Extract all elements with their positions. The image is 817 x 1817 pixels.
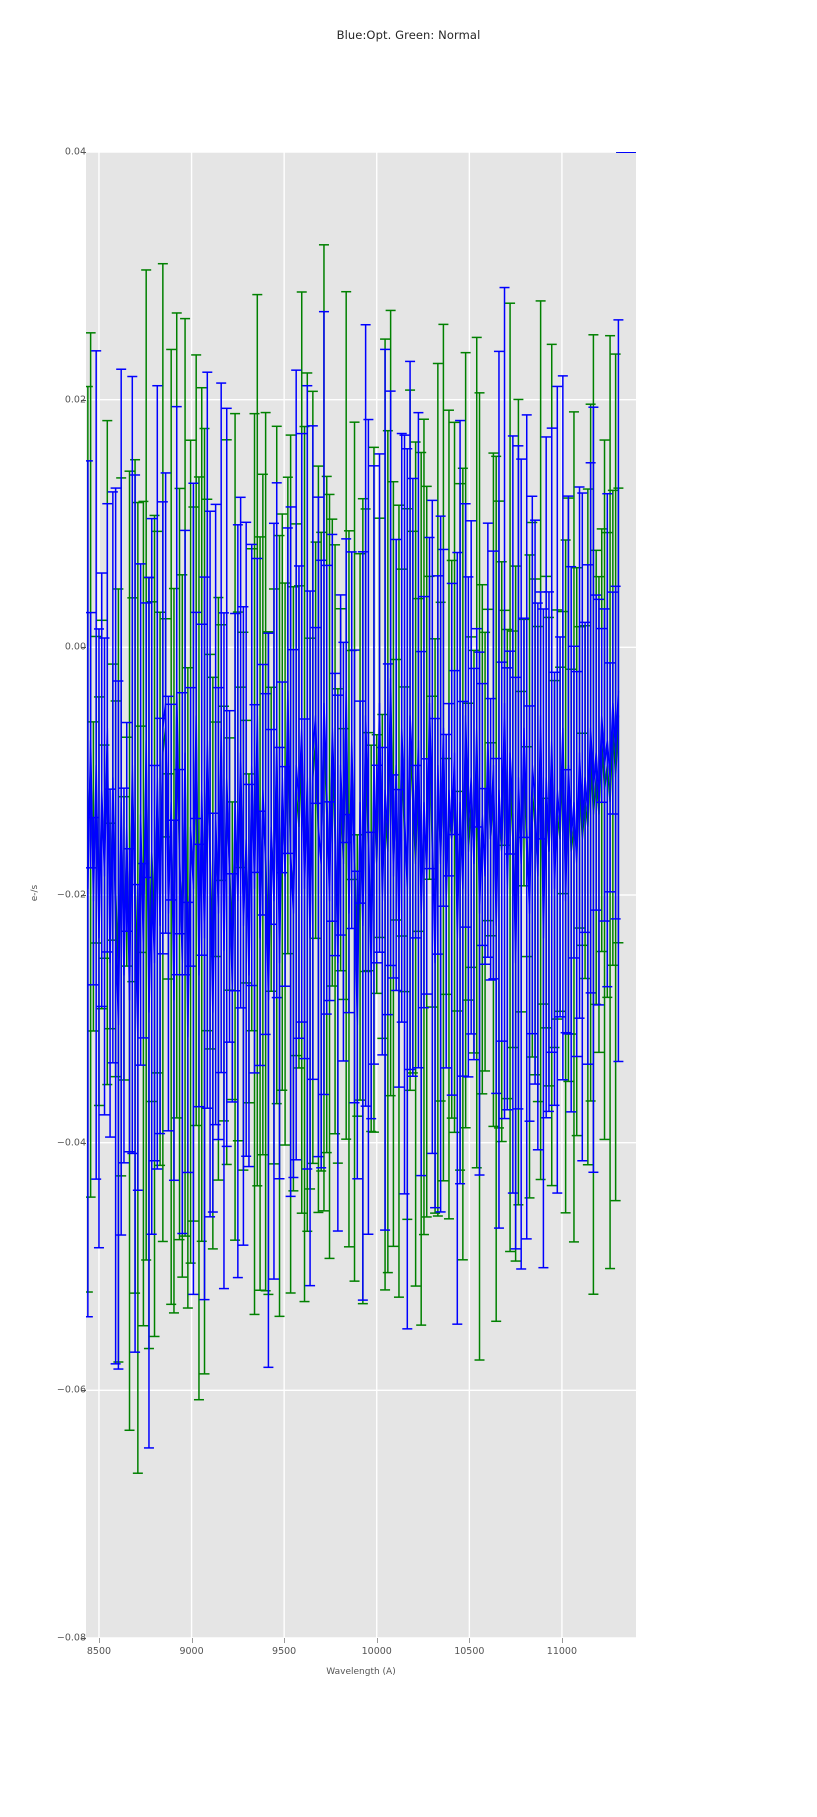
y-tick-mark — [81, 399, 86, 401]
y-tick-label: 0.04 — [64, 146, 86, 158]
y-tick-mark — [81, 152, 86, 153]
y-axis-ticks: 0.04 0.02 0.00 −0.02 −0.04 −0.06 −0.08 — [20, 0, 86, 1817]
x-tick-label: 9000 — [179, 1646, 204, 1657]
x-tick-mark — [561, 1638, 563, 1643]
y-tick-label: −0.04 — [56, 1137, 86, 1149]
plot-svg — [86, 152, 636, 1638]
x-axis-label: Wavelength (A) — [326, 1667, 396, 1677]
y-tick-label: 0.02 — [64, 394, 86, 406]
y-axis-label: e-/s — [30, 884, 40, 902]
x-tick-label: 9500 — [272, 1646, 297, 1657]
x-tick-label: 8500 — [86, 1646, 112, 1657]
page-title: Blue:Opt. Green: Normal — [336, 28, 481, 42]
x-tick-mark — [376, 1638, 378, 1643]
y-tick-mark — [81, 895, 86, 896]
x-tick-label: 11000 — [546, 1646, 578, 1657]
x-tick-label: 10500 — [454, 1646, 485, 1657]
y-tick-mark — [81, 1638, 86, 1639]
y-tick-label: −0.02 — [56, 889, 86, 901]
series-line — [87, 678, 620, 1038]
y-tick-label: −0.06 — [56, 1384, 86, 1396]
plot-area — [86, 152, 636, 1638]
y-tick-label: 0.00 — [64, 641, 86, 653]
x-tick-mark — [98, 1638, 100, 1643]
x-tick-mark — [469, 1638, 471, 1643]
x-tick-mark — [284, 1638, 286, 1643]
y-tick-mark — [81, 647, 86, 649]
x-tick-mark — [191, 1638, 193, 1643]
y-tick-label: −0.08 — [56, 1632, 86, 1644]
y-tick-mark — [81, 1142, 86, 1144]
x-tick-label: 10000 — [361, 1646, 392, 1657]
y-tick-mark — [81, 1390, 86, 1392]
series-opt- — [86, 152, 636, 1449]
